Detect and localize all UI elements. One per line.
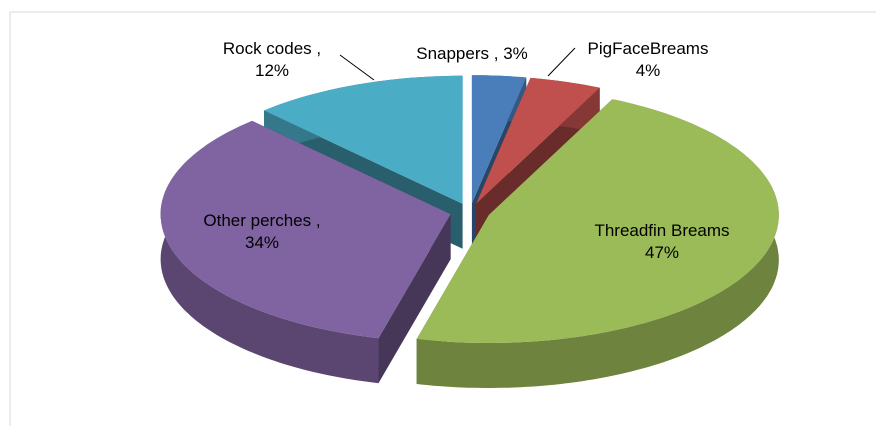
data-label: PigFaceBreams 4%: [584, 38, 712, 82]
slice: [471, 75, 527, 204]
slice: [160, 120, 451, 384]
leader-line: [339, 54, 375, 81]
leader-line: [547, 47, 576, 77]
category-name: Other perches: [203, 211, 312, 230]
category-name: Snappers: [416, 44, 490, 63]
value-label: 47%: [644, 243, 680, 262]
slice-side: [160, 120, 379, 384]
value-label: , 3%: [493, 44, 528, 63]
slice-side: [378, 214, 451, 384]
value-label: , 12%: [254, 39, 322, 80]
category-name: Threadfin Breams: [594, 221, 730, 240]
value-label: 4%: [635, 61, 661, 80]
data-label: Threadfin Breams 47%: [577, 220, 747, 264]
slice: [160, 120, 451, 339]
data-label: Snappers , 3%: [416, 43, 528, 65]
slice: [416, 99, 779, 343]
category-name: PigFaceBreams: [587, 39, 709, 58]
data-label: Rock codes , 12%: [207, 38, 337, 82]
chart-border: [9, 11, 876, 426]
slice-side: [416, 99, 779, 388]
value-label: , 34%: [244, 211, 321, 252]
slice: [264, 75, 463, 204]
slice: [476, 77, 600, 204]
slice: [416, 99, 779, 388]
data-label: Other perches , 34%: [187, 210, 337, 254]
category-name: Rock codes: [222, 39, 312, 58]
